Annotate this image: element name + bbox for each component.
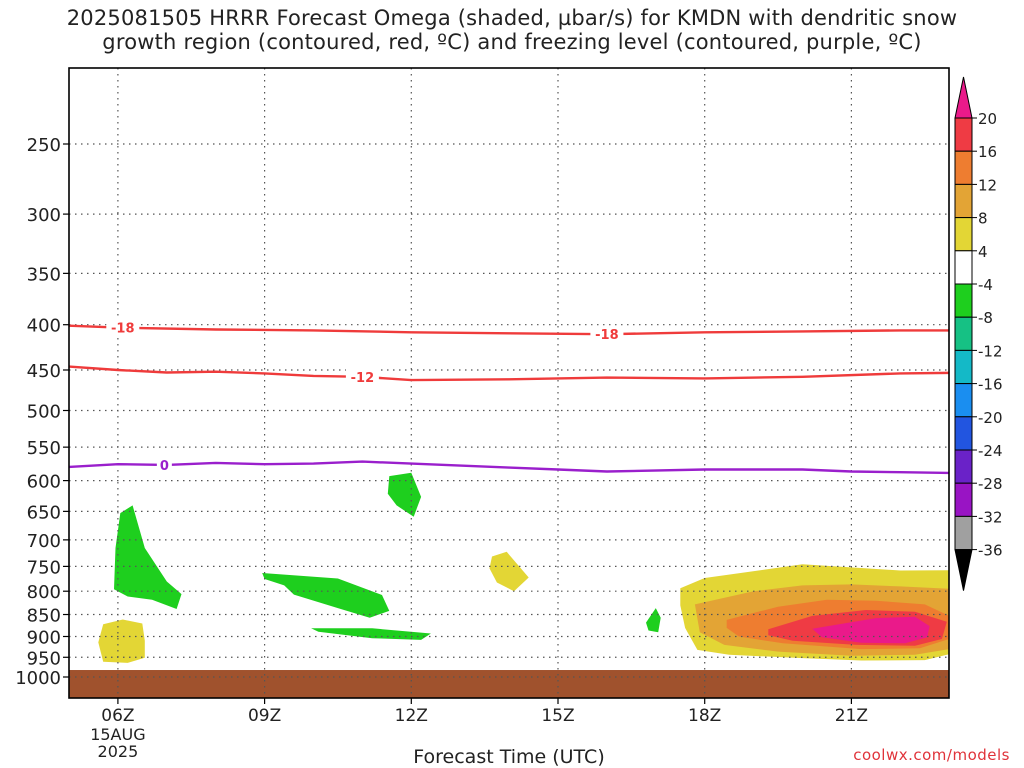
contour-0 — [69, 460, 949, 475]
colorbar-tick-label: -36 — [978, 542, 1003, 560]
colorbar-band — [954, 250, 973, 285]
colorbar-band — [954, 515, 973, 551]
colorbar-band — [954, 283, 973, 318]
x-tick-sublabel: 15AUG — [90, 725, 145, 744]
y-tick-label: 400 — [27, 316, 61, 337]
colorbar-tick-label: -16 — [978, 376, 1003, 394]
x-tick-label: 12Z — [395, 706, 428, 726]
colorbar-band — [954, 76, 973, 119]
colorbar-band — [954, 416, 973, 451]
colorbar-tick-label: -12 — [978, 342, 1003, 360]
contour-label-bg — [156, 456, 172, 473]
chart-title-line1: 2025081505 HRRR Forecast Omega (shaded, … — [66, 6, 958, 30]
colorbar-tick-label: -28 — [978, 475, 1003, 493]
omega-region-0 — [114, 505, 182, 609]
colorbar-tick-label: 8 — [978, 210, 988, 228]
x-tick-label: 06Z — [101, 706, 134, 726]
y-tick-label: 1000 — [15, 668, 61, 689]
contour--12 — [69, 365, 949, 382]
plot-frame — [68, 67, 950, 699]
y-tick-label: 300 — [27, 205, 61, 226]
colorbar-band — [954, 549, 973, 591]
y-tick-label: 900 — [27, 627, 61, 648]
colorbar-band — [954, 449, 973, 484]
y-tick-label: 550 — [27, 438, 61, 459]
contour-label: -18 — [595, 328, 619, 343]
colorbar-tick-label: 20 — [978, 110, 997, 128]
y-axis: 2503003504004505005506006507007508008509… — [15, 135, 69, 689]
colorbar-band — [954, 482, 973, 517]
contour--18 — [69, 324, 949, 336]
x-tick-label: 09Z — [248, 706, 281, 726]
x-tick-label: 15Z — [541, 706, 574, 726]
colorbar-tick-label: -24 — [978, 442, 1003, 460]
omega-region-12 — [812, 616, 930, 644]
colorbar-tick-label: -8 — [978, 309, 993, 327]
omega-region-1 — [262, 573, 390, 618]
chart-title-line2: growth region (contoured, red, ºC) and f… — [102, 30, 922, 54]
ground-below-surface — [69, 670, 949, 698]
y-tick-label: 750 — [27, 557, 61, 578]
omega-region-2 — [311, 628, 431, 640]
temperature-contours: -18 -18 -12 0 — [69, 319, 949, 475]
chart-title: 2025081505 HRRR Forecast Omega (shaded, … — [0, 6, 1024, 54]
grid-lines — [69, 68, 949, 698]
y-tick-label: 250 — [27, 135, 61, 156]
colorbar-band — [954, 217, 973, 252]
credit-text: coolwx.com/models — [853, 746, 1010, 764]
contour-label: -12 — [351, 371, 375, 386]
colorbar-legend: 20 16 12 8 4 -4 -8 -12 -16 -20 -24 -28 -32 -36 — [954, 76, 1003, 591]
colorbar-band — [954, 316, 973, 351]
x-tick-sublabel: 2025 — [98, 742, 139, 761]
colorbar-tick-label: -32 — [978, 508, 1003, 526]
colorbar-band — [954, 150, 973, 185]
y-tick-label: 350 — [27, 264, 61, 285]
colorbar-band — [954, 349, 973, 385]
colorbar-tick-label: 16 — [978, 143, 997, 161]
contour-label-bg — [345, 368, 379, 385]
colorbar-tick-label: 4 — [978, 243, 988, 261]
omega-shading-layer — [98, 472, 988, 663]
omega-region-5 — [971, 626, 988, 660]
colorbar-tick-label: 12 — [978, 176, 997, 194]
contour-label: -18 — [111, 322, 135, 337]
colorbar-band — [954, 117, 973, 152]
y-tick-label: 450 — [27, 361, 61, 382]
y-tick-label: 700 — [27, 531, 61, 552]
y-tick-label: 600 — [27, 472, 61, 493]
colorbar-tick-label: -20 — [978, 409, 1003, 427]
y-tick-label: 950 — [27, 648, 61, 669]
colorbar-tick-label: -4 — [978, 276, 993, 294]
x-tick-label: 18Z — [688, 706, 721, 726]
omega-region-3 — [387, 472, 422, 517]
contour-label: 0 — [160, 459, 169, 474]
y-tick-label: 850 — [27, 606, 61, 627]
omega-region-6 — [98, 619, 145, 663]
omega-region-4 — [646, 608, 661, 633]
colorbar-band — [954, 183, 973, 219]
x-axis-label: Forecast Time (UTC) — [413, 746, 604, 768]
colorbar-band — [954, 383, 973, 418]
y-tick-label: 800 — [27, 582, 61, 603]
contour-label-bg — [590, 326, 624, 343]
y-tick-label: 500 — [27, 402, 61, 423]
contour-label-bg — [106, 319, 140, 336]
omega-region-7 — [489, 551, 529, 592]
y-tick-label: 650 — [27, 502, 61, 523]
x-tick-label: 21Z — [835, 706, 868, 726]
